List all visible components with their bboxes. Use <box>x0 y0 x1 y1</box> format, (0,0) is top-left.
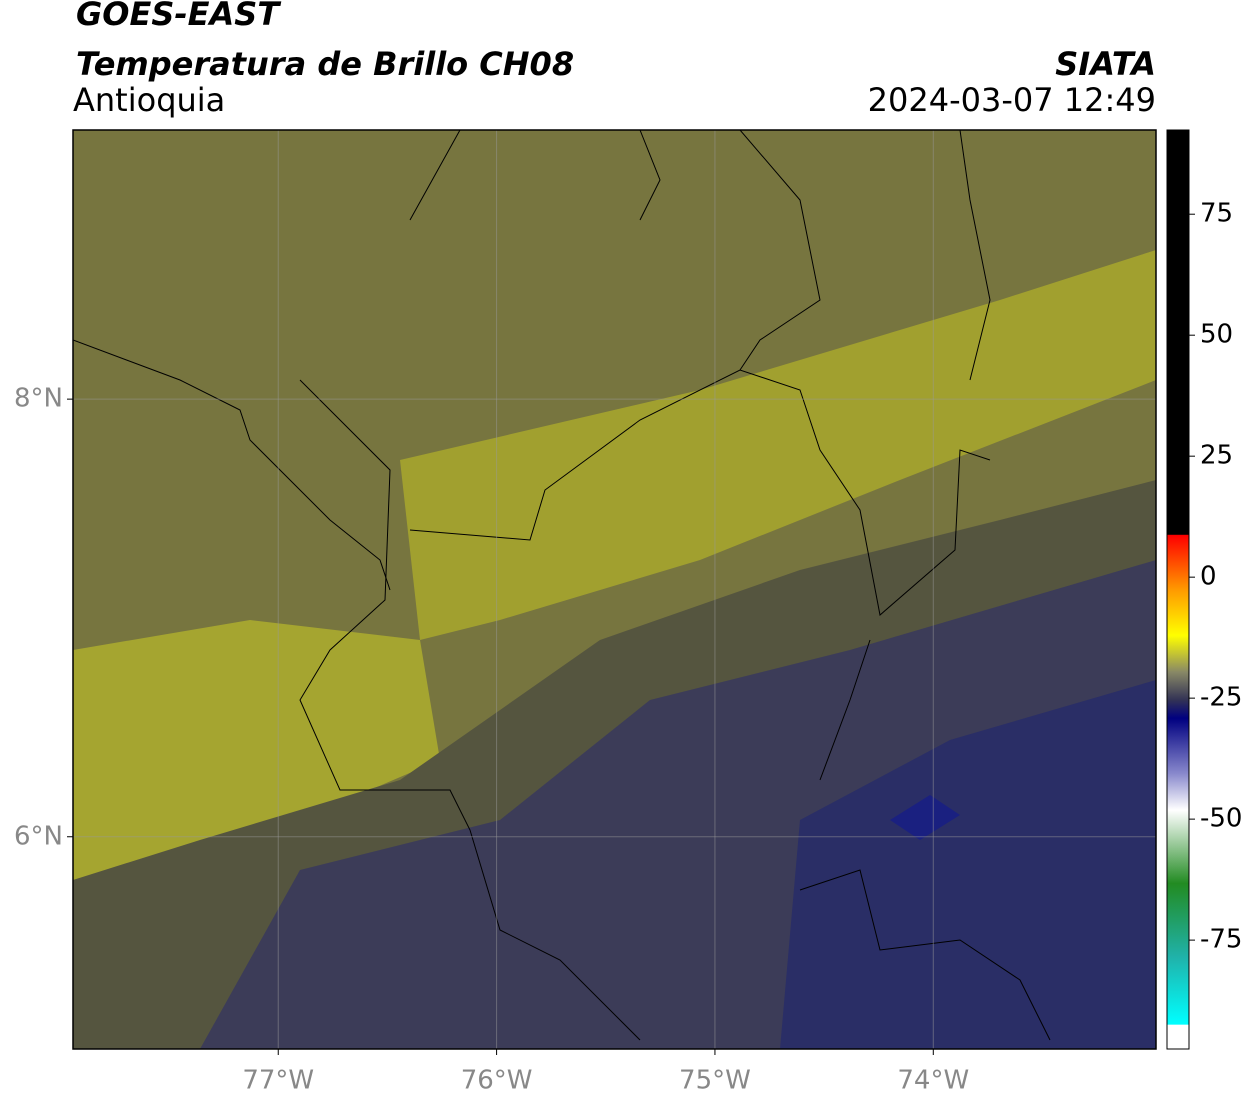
region: Antioquia <box>73 81 225 119</box>
map-imagery <box>73 130 1156 1049</box>
x-tick-label: 75°W <box>679 1066 751 1096</box>
x-tick-label: 74°W <box>897 1066 969 1096</box>
x-tick-label: 77°W <box>242 1066 314 1096</box>
colorbar-tick-label: 25 <box>1200 441 1233 471</box>
datetime: 2024-03-07 12:49 <box>868 81 1156 119</box>
y-tick-label: 6°N <box>14 821 63 851</box>
grid <box>73 130 1156 1049</box>
colorbar-tick-label: -50 <box>1200 804 1242 834</box>
title: GOES-EAST <box>76 0 281 33</box>
colorbar-tick-label: -75 <box>1200 925 1242 955</box>
colorbar-tick-label: 0 <box>1200 562 1217 592</box>
subtitle: Temperatura de Brillo CH08 <box>76 45 574 83</box>
colorbar-tick-label: 75 <box>1200 199 1233 229</box>
y-tick-label: 8°N <box>14 384 63 414</box>
x-tick-label: 76°W <box>461 1066 533 1096</box>
source: SIATA <box>1055 45 1156 83</box>
colorbar <box>1166 129 1190 1050</box>
colorbar-tick-label: -25 <box>1200 683 1242 713</box>
colorbar-tick-label: 50 <box>1200 320 1233 350</box>
map-frame <box>72 129 1157 1050</box>
